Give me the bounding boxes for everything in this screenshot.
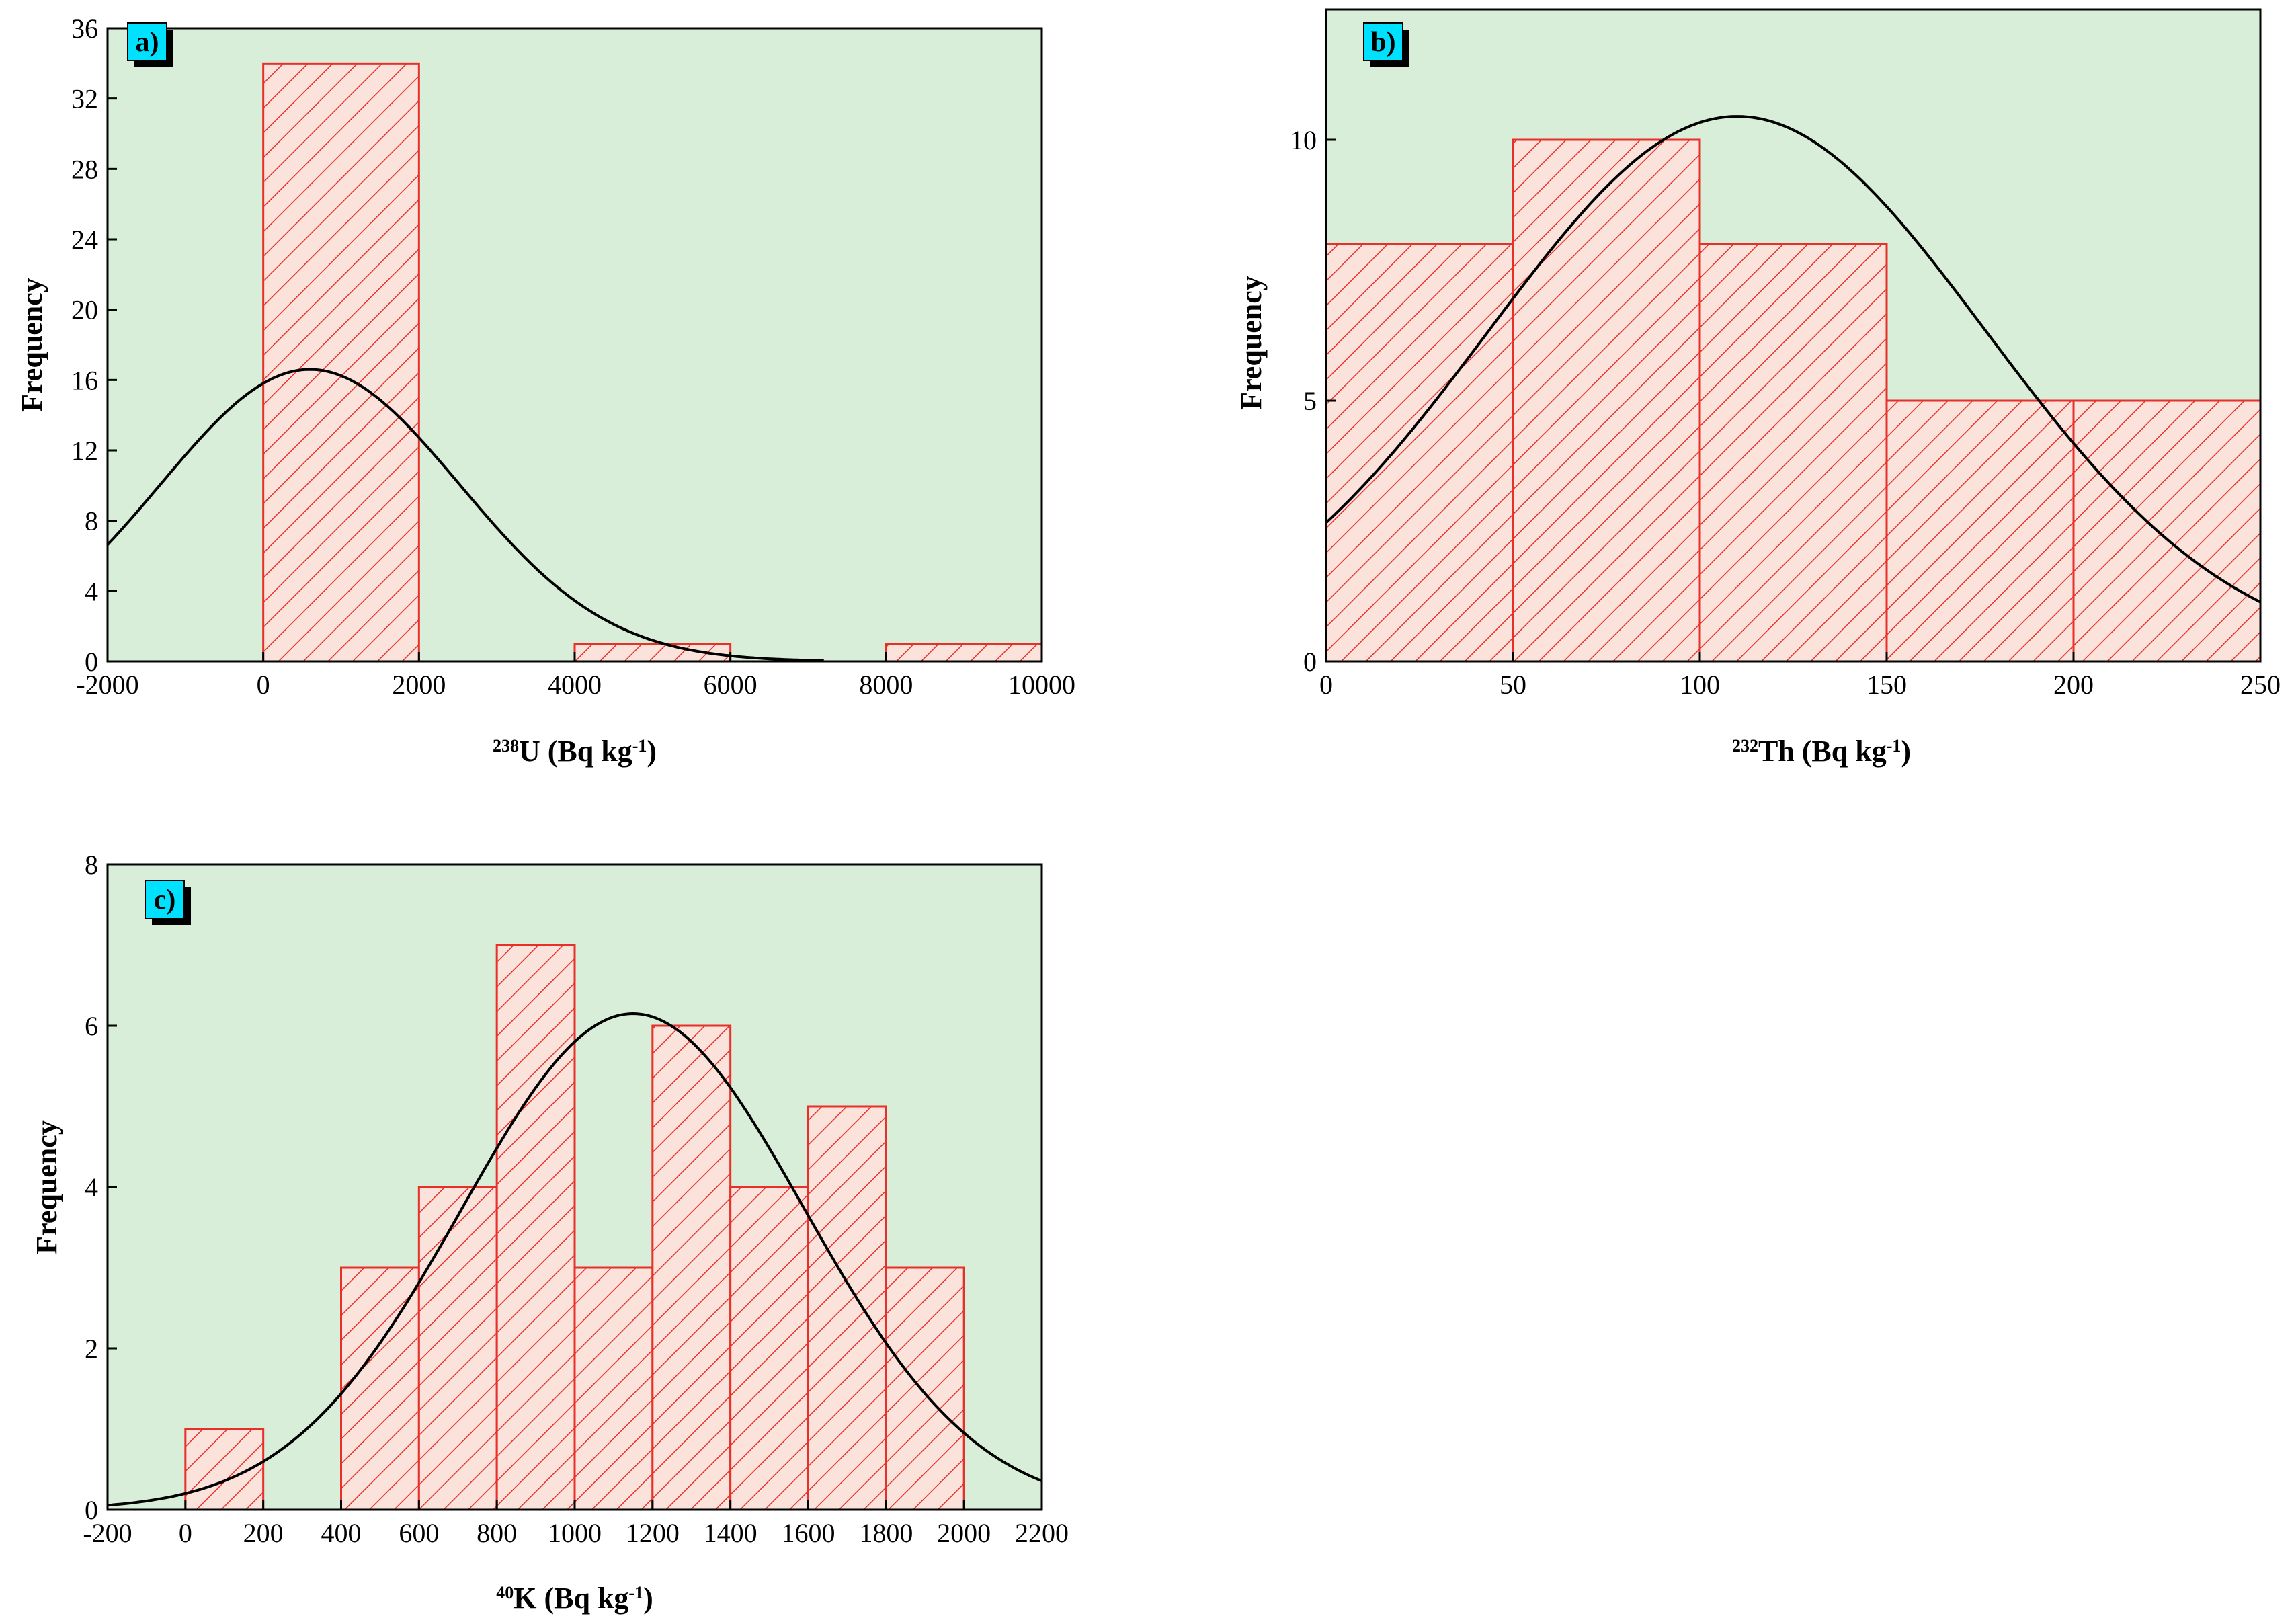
panel-c-xlabel-isotope: 40 xyxy=(496,1583,514,1602)
panel-a-xtick-label-3: 4000 xyxy=(548,669,602,700)
panel-c-bar-6 xyxy=(729,1186,809,1511)
panel-a-xlabel-main: U (Bq kg xyxy=(519,735,632,768)
panel-b-ytick-label-0: 0 xyxy=(1303,647,1317,677)
panel-c-xtick-label-2: 200 xyxy=(243,1518,284,1548)
panel-b-xtick-label-0: 0 xyxy=(1319,669,1333,700)
panel-c-xlabel-close: ) xyxy=(643,1582,653,1615)
panel-c-xtick-label-5: 800 xyxy=(477,1518,517,1548)
panel-c-ytick-label-1: 2 xyxy=(85,1334,98,1364)
panel-c-tag-label: c) xyxy=(154,885,176,916)
panel-a-tag: a) xyxy=(127,22,173,67)
panel-c-ytick-label-2: 4 xyxy=(85,1172,98,1203)
panel-c-xtick-label-12: 2200 xyxy=(1015,1518,1069,1548)
panel-c-xlabel-exponent: -1 xyxy=(628,1583,643,1602)
panel-b-ticks: 0 50 100 150 200 250 0 5 10 xyxy=(1290,125,2281,700)
panel-c-xtick-label-9: 1600 xyxy=(782,1518,835,1548)
panel-c-bar-7 xyxy=(807,1105,887,1511)
panel-b-normal-fit-curve xyxy=(1325,115,2261,604)
panel-a-ytick-label-8: 32 xyxy=(71,84,98,114)
panel-c-xlabel-main: K (Bq kg xyxy=(514,1582,628,1615)
panel-c-xtick-label-11: 2000 xyxy=(937,1518,991,1548)
panel-c-ticks: -200 0 200 400 600 800 1000 1200 1400 1600 1800 200… xyxy=(83,850,1069,1548)
panel-b-xtick-label-5: 250 xyxy=(2240,669,2281,700)
panel-b-bar-4 xyxy=(2072,399,2262,663)
panel-c-bars xyxy=(184,944,965,1511)
panel-b-ytick-label-1: 5 xyxy=(1303,386,1317,416)
panel-b-bar-0 xyxy=(1325,243,1514,663)
panel-b-plot-frame xyxy=(1325,8,2262,663)
panel-b-xtick-label-2: 100 xyxy=(1680,669,1720,700)
panel-a-ytick-label-4: 16 xyxy=(71,365,98,395)
panel-a-bar-2 xyxy=(885,643,1043,663)
panel-a-xlabel: 238U (Bq kg-1) xyxy=(493,735,657,768)
panel-c-xtick-label-3: 400 xyxy=(321,1518,362,1548)
panel-c-bar-2 xyxy=(417,1186,498,1511)
panel-a-ytick-label-3: 12 xyxy=(71,436,98,466)
panel-b-ylabel: Frequency xyxy=(1235,276,1268,410)
panel-a-xtick-label-4: 6000 xyxy=(704,669,757,700)
panel-a-ytick-label-9: 36 xyxy=(71,13,98,44)
panel-a-ytick-label-2: 8 xyxy=(85,506,98,536)
panel-c-xtick-label-8: 1400 xyxy=(704,1518,757,1548)
panel-b-xtick-label-4: 200 xyxy=(2053,669,2094,700)
panel-c-potassium-histogram: -200 0 200 400 600 800 1000 1200 1400 1600 1800 200… xyxy=(30,850,1069,1615)
panel-a-bar-0 xyxy=(262,62,420,663)
panel-b-bar-3 xyxy=(1885,399,2075,663)
panel-c-bar-8 xyxy=(885,1266,965,1511)
panel-a-ytick-label-5: 20 xyxy=(71,295,98,325)
panel-a-ytick-label-0: 0 xyxy=(85,647,98,677)
panel-a-tag-label: a) xyxy=(136,27,159,58)
panel-b-xlabel-main: Th (Bq kg xyxy=(1758,735,1887,768)
panel-a-ticks: -2000 0 2000 4000 6000 8000 100000481216202428… xyxy=(71,13,1075,700)
panel-a-xlabel-exponent: -1 xyxy=(632,736,647,756)
panel-c-xtick-label-1: 0 xyxy=(179,1518,192,1548)
panel-c-bar-5 xyxy=(651,1024,732,1511)
panel-b-bar-1 xyxy=(1512,138,1701,663)
panel-a-xlabel-close: ) xyxy=(647,735,657,768)
panel-a-normal-fit-curve xyxy=(106,368,824,662)
panel-b-thorium-histogram: 0 50 100 150 200 250 0 5 10 b) Frequency 232Th (… xyxy=(1235,8,2281,768)
panel-c-xtick-label-6: 1000 xyxy=(548,1518,602,1548)
panel-c-xtick-label-4: 600 xyxy=(399,1518,439,1548)
panel-a-xtick-label-6: 10000 xyxy=(1008,669,1075,700)
panel-b-xlabel: 232Th (Bq kg-1) xyxy=(1732,735,1911,768)
panel-a-ylabel: Frequency xyxy=(15,278,48,412)
panel-a-ytick-label-6: 24 xyxy=(71,225,98,255)
panel-c-tag: c) xyxy=(145,880,191,925)
panel-c-ytick-label-4: 8 xyxy=(85,850,98,880)
panel-a-bars xyxy=(262,62,1043,663)
panel-a-xtick-label-0: -2000 xyxy=(76,669,138,700)
panel-b-xtick-label-3: 150 xyxy=(1867,669,1907,700)
panel-a-xtick-label-1: 0 xyxy=(257,669,270,700)
panel-b-xtick-label-1: 50 xyxy=(1500,669,1526,700)
panel-a-uranium-histogram: -2000 0 2000 4000 6000 8000 100000481216202428… xyxy=(15,13,1075,768)
panel-b-tag: b) xyxy=(1363,22,1409,67)
panel-c-normal-fit-curve xyxy=(107,1012,1042,1507)
panel-c-bar-3 xyxy=(495,944,576,1511)
panel-b-xlabel-close: ) xyxy=(1901,735,1911,768)
panel-c-xtick-label-0: -200 xyxy=(83,1518,132,1548)
panel-c-xtick-label-7: 1200 xyxy=(626,1518,680,1548)
panel-c-bar-4 xyxy=(573,1266,654,1511)
panel-a-xtick-label-2: 2000 xyxy=(392,669,446,700)
panel-c-bar-1 xyxy=(340,1266,420,1511)
panel-b-xlabel-isotope: 232 xyxy=(1732,736,1758,756)
panel-c-ylabel: Frequency xyxy=(30,1120,63,1254)
panel-a-ytick-label-7: 28 xyxy=(71,154,98,184)
panel-b-bar-2 xyxy=(1698,243,1888,663)
panel-b-ytick-label-2: 10 xyxy=(1290,125,1317,155)
panel-a-xtick-label-5: 8000 xyxy=(859,669,913,700)
panel-c-xtick-label-10: 1800 xyxy=(859,1518,913,1548)
panel-a-plot-area xyxy=(108,28,1042,661)
panel-c-xlabel: 40K (Bq kg-1) xyxy=(496,1582,653,1615)
panel-a-xlabel-isotope: 238 xyxy=(493,736,519,756)
panel-b-tag-label: b) xyxy=(1370,27,1395,58)
panel-a-ytick-label-1: 4 xyxy=(85,576,98,606)
panel-b-xlabel-exponent: -1 xyxy=(1887,736,1901,756)
panel-c-ytick-label-3: 6 xyxy=(85,1011,98,1041)
panel-c-ytick-label-0: 0 xyxy=(85,1495,98,1525)
